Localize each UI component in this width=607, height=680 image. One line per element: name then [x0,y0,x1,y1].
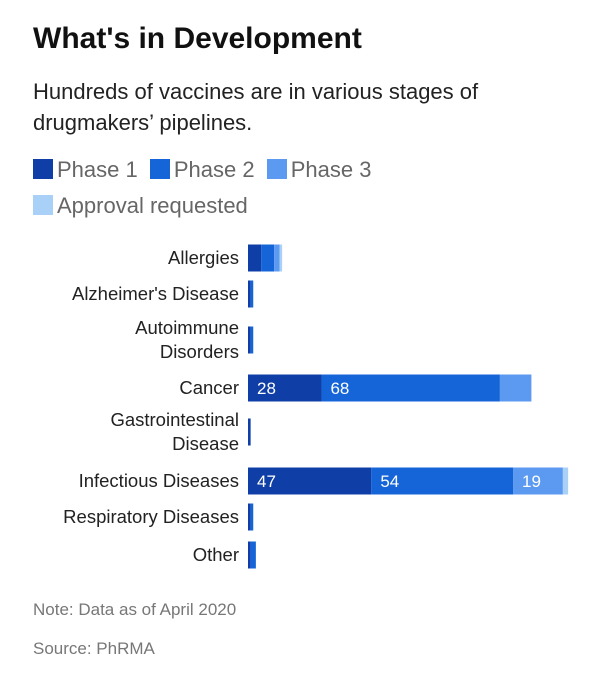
category-label: Autoimmune Disorders [135,317,239,362]
bar-segment [248,280,251,308]
bar-segment [248,418,251,446]
legend-label-phase-3: Phase 3 [290,157,372,182]
legend-item-phase-1: Phase 1 [33,152,138,188]
chart-subtitle: Hundreds of vaccines are in various stag… [33,79,479,135]
legend-label-approval: Approval requested [57,193,248,218]
bar-segment [261,244,275,272]
bar-segment [250,541,256,569]
bar-segment [499,374,532,402]
bar-segment [248,541,251,569]
category-label: Allergies [168,247,239,268]
bar-segment [279,244,283,272]
category-label: Other [193,544,239,565]
bar-segment [250,280,254,308]
data-label: 54 [380,472,399,491]
bar-segment [562,467,569,495]
chart-note: Note: Data as of April 2020 [33,600,237,619]
chart-source: Source: PhRMA [33,639,155,658]
category-label: Infectious Diseases [79,470,239,491]
bar-segment [248,326,251,354]
data-label: 28 [257,379,276,398]
legend-swatch-phase-3 [266,159,287,179]
bar-segment [248,503,251,531]
bar-segment [513,467,563,495]
bar-segment [274,244,280,272]
legend-swatch-phase-1 [33,159,53,179]
legend: Phase 1 Phase 2 Phase 3 Approval request… [33,152,593,224]
category-label: Gastrointestinal Disease [110,409,239,454]
category-label: Respiratory Diseases [63,506,239,527]
bar-segment [321,374,500,402]
bar-segment [248,244,262,272]
data-label: 19 [522,472,541,491]
legend-label-phase-1: Phase 1 [57,157,138,182]
legend-swatch-phase-2 [149,159,170,179]
chart-title: What's in Development [33,22,362,55]
bar-segment [248,374,322,402]
data-label: 68 [330,379,349,398]
legend-swatch-approval [33,195,53,215]
legend-item-phase-3: Phase 3 [266,152,372,188]
legend-item-phase-2: Phase 2 [149,152,255,188]
legend-label-phase-2: Phase 2 [173,157,255,182]
category-label: Cancer [179,377,239,398]
category-label: Alzheimer's Disease [72,283,239,304]
bar-segment [250,503,254,531]
legend-item-approval: Approval requested [33,188,248,224]
bar-segment [248,467,372,495]
bar-segment [250,326,254,354]
data-label: 47 [257,472,276,491]
bar-segment [371,467,514,495]
